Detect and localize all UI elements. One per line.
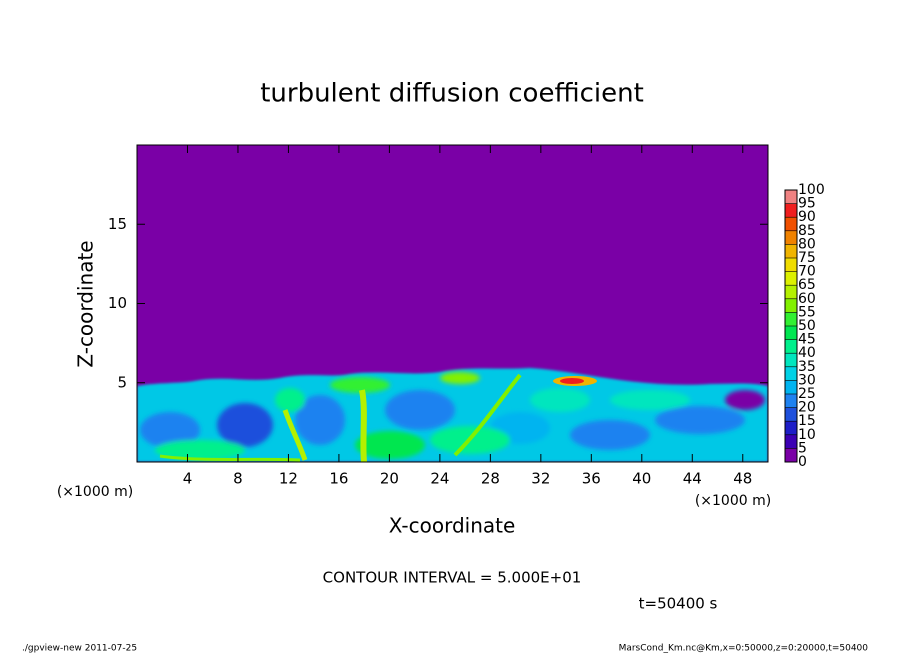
colorbar-segment [785, 258, 797, 272]
colorbar-segment [785, 353, 797, 367]
colorbar-label: 80 [798, 236, 816, 252]
colorbar-label: 55 [798, 304, 816, 320]
peak [560, 378, 584, 384]
colorbar-segment [785, 434, 797, 449]
colorbar-label: 95 [798, 196, 816, 212]
colorbar-segment [785, 312, 797, 326]
colorbar-label: 10 [798, 427, 816, 443]
colorbar-label: 25 [798, 386, 816, 402]
colorbar-label: 65 [798, 277, 816, 293]
chart-title: turbulent diffusion coefficient [260, 79, 644, 109]
streak [282, 409, 308, 461]
x-tick-label: 24 [430, 470, 449, 488]
colorbar-label: 5 [798, 440, 807, 456]
colorbar-label: 70 [798, 264, 816, 280]
annotation: t=50400 s [639, 595, 718, 613]
y-tick-label: 15 [108, 215, 127, 233]
colorbar-label: 100 [798, 182, 825, 198]
streak [159, 454, 301, 462]
x-axis-label: X-coordinate [389, 514, 516, 538]
field [137, 145, 768, 462]
colorbar-segment [785, 217, 797, 231]
x-tick-label: 44 [683, 470, 702, 488]
colorbar-segment [785, 230, 797, 245]
x-tick-label: 40 [632, 470, 651, 488]
colorbar-label: 90 [798, 209, 816, 225]
x-unit: (×1000 m) [695, 493, 771, 509]
colorbar-label: 85 [798, 223, 816, 239]
x-tick-label: 36 [582, 470, 601, 488]
colorbar-segment [785, 271, 797, 286]
colorbar-label: 50 [798, 318, 816, 334]
colorbar-segment [785, 394, 797, 408]
colorbar-label: 30 [798, 372, 816, 388]
colorbar-label: 45 [798, 332, 816, 348]
x-tick-label: 20 [380, 470, 399, 488]
colorbar-segment [785, 407, 797, 422]
colorbar-label: 35 [798, 359, 816, 375]
y-axis-label: Z-coordinate [74, 240, 98, 367]
x-tick-label: 12 [279, 470, 298, 488]
x-tick-label: 16 [329, 470, 348, 488]
footer: MarsCond_Km.nc@Km,x=0:50000,z=0:20000,t=… [619, 644, 869, 654]
colorbar-segment [785, 190, 797, 204]
y-tick-label: 10 [108, 294, 127, 312]
colorbar-segment [785, 326, 797, 340]
x-tick-label: 8 [233, 470, 243, 488]
y-tick-label: 5 [117, 373, 127, 391]
colorbar-segment [785, 285, 797, 299]
footer: ./gpview-new 2011-07-25 [22, 644, 137, 654]
colorbar-segment [785, 203, 797, 218]
colorbar-segment [785, 366, 797, 381]
x-tick-label: 4 [183, 470, 193, 488]
x-tick-label: 48 [733, 470, 752, 488]
colorbar-segment [785, 298, 797, 313]
y-unit: (×1000 m) [57, 484, 133, 500]
colorbar-segment [785, 421, 797, 435]
x-tick-label: 28 [481, 470, 500, 488]
colorbar-segment [785, 244, 797, 258]
colorbar-segment [785, 380, 797, 394]
colorbar-label: 15 [798, 413, 816, 429]
colorbar-segment [785, 339, 797, 354]
streak [453, 373, 522, 457]
colorbar-segment [785, 448, 797, 462]
colorbar-label: 60 [798, 291, 816, 307]
annotation: CONTOUR INTERVAL = 5.000E+01 [323, 569, 582, 587]
colorbar-label: 75 [798, 250, 816, 266]
colorbar-label: 20 [798, 400, 816, 416]
colorbar-label: 0 [798, 454, 807, 470]
x-tick-label: 32 [531, 470, 550, 488]
eddies [140, 372, 765, 460]
streak [359, 389, 367, 462]
colorbar-label: 40 [798, 345, 816, 361]
